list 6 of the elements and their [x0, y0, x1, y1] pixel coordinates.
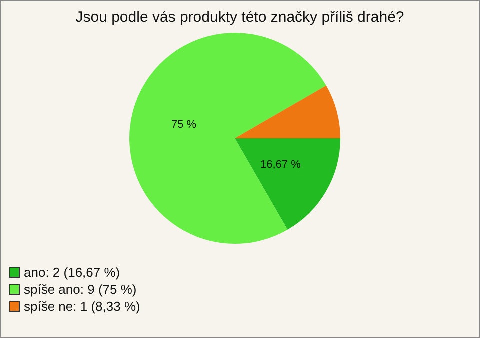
data-label: 75 %: [172, 118, 197, 131]
data-label: 16,67 %: [260, 158, 302, 171]
legend-label: ano: 2 (16,67 %): [24, 264, 120, 281]
chart-title: Jsou podle vás produkty této značky příliš drahé?: [74, 9, 406, 26]
legend-label: spíše ano: 9 (75 %): [24, 281, 137, 298]
legend-label: spíše ne: 1 (8,33 %): [24, 298, 140, 315]
